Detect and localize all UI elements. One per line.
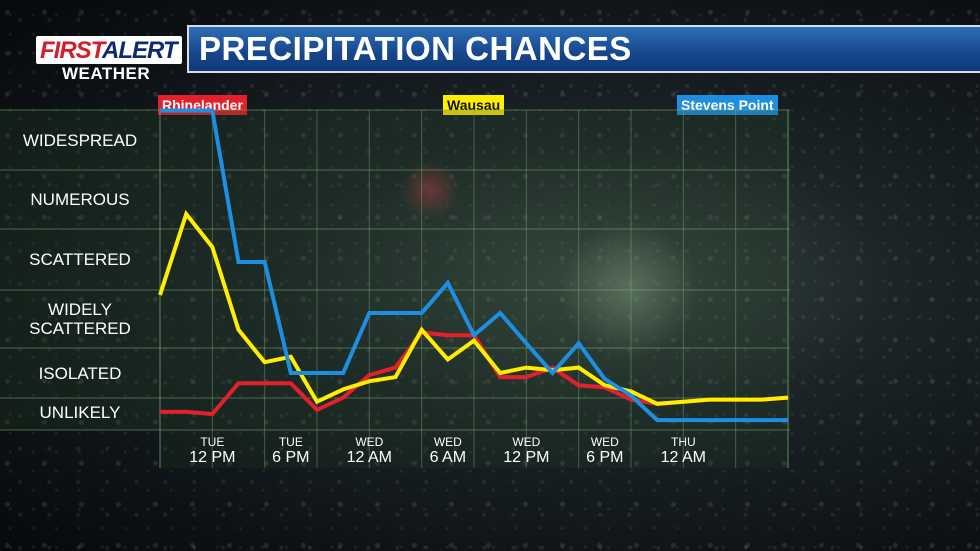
x-tick-day: WED (355, 435, 384, 449)
logo-plate: FIRST ALERT (36, 36, 182, 64)
logo-alert-text: ALERT (102, 37, 178, 64)
x-tick-time: 12 AM (660, 449, 706, 466)
y-tick-label-line: SCATTERED (29, 319, 131, 338)
x-axis-background (160, 430, 788, 468)
x-tick-label: WED 12 AM (324, 435, 414, 467)
page-title: PRECIPITATION CHANCES (199, 30, 632, 67)
x-tick-time: 6 AM (429, 449, 467, 466)
y-tick-label-line: WIDESPREAD (22, 130, 138, 150)
x-tick-label: TUE 6 PM (246, 435, 336, 467)
x-tick-time: 6 PM (586, 449, 624, 466)
title-bar: PRECIPITATION CHANCES (187, 25, 980, 73)
y-tick-label: SCATTERED (0, 250, 160, 269)
logo-weather-text: WEATHER (62, 64, 151, 83)
y-tick-label-line: UNLIKELY (39, 402, 121, 422)
logo-first-text: FIRST (40, 37, 105, 64)
y-tick-label-line: SCATTERED (29, 249, 131, 269)
x-tick-label: TUE 12 PM (167, 435, 257, 467)
first-alert-weather-logo: FIRST ALERT WEATHER (36, 36, 182, 84)
y-tick-label: NUMEROUS (0, 190, 160, 209)
y-tick-label: WIDESPREAD (0, 131, 160, 150)
y-tick-label-line: ISOLATED (38, 363, 122, 383)
y-tick-label-line: WIDELY (48, 300, 112, 319)
x-tick-day: WED (433, 435, 462, 449)
x-tick-time: 12 PM (189, 449, 236, 466)
y-tick-label-line: NUMEROUS (30, 189, 130, 209)
x-tick-day: THU (670, 435, 696, 449)
x-tick-day: WED (512, 435, 541, 449)
x-tick-label: THU 12 AM (638, 435, 728, 467)
x-tick-label: WED 6 PM (560, 435, 650, 467)
series-line-stevens-point (160, 108, 788, 423)
x-tick-day: WED (590, 435, 619, 449)
series-line-wausau (158, 209, 789, 406)
y-tick-label: WIDELY SCATTERED (0, 300, 160, 338)
x-tick-time: 6 PM (272, 449, 310, 466)
x-tick-label: WED 12 PM (481, 435, 571, 467)
x-tick-day: TUE (278, 435, 303, 449)
y-tick-label: ISOLATED (0, 364, 160, 383)
x-tick-label: WED 6 AM (403, 435, 493, 467)
x-tick-time: 12 PM (503, 449, 550, 466)
x-tick-day: TUE (200, 435, 225, 449)
y-tick-label: UNLIKELY (0, 403, 160, 422)
x-tick-time: 12 AM (346, 449, 392, 466)
